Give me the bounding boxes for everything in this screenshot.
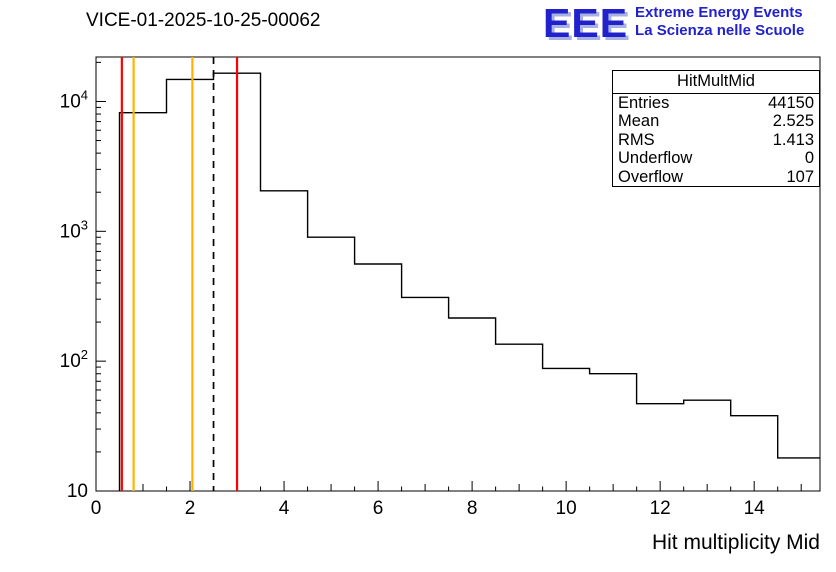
stats-row-overflow: Overflow 107 xyxy=(613,168,819,186)
stats-title: HitMultMid xyxy=(613,71,819,94)
stats-label: Mean xyxy=(618,112,660,131)
eee-logo-text: Extreme Energy Events La Scienza nelle S… xyxy=(635,4,804,40)
y-tick-label: 102 xyxy=(60,347,88,372)
page-title: VICE-01-2025-10-25-00062 xyxy=(86,10,321,31)
x-tick-label: 14 xyxy=(744,498,766,519)
x-tick-label: 0 xyxy=(91,498,102,519)
x-tick-label: 2 xyxy=(185,498,196,519)
stats-value: 107 xyxy=(786,167,814,186)
x-tick-label: 12 xyxy=(650,498,671,519)
y-tick-label: 10 xyxy=(67,481,88,502)
stats-row-rms: RMS 1.413 xyxy=(613,131,819,149)
x-tick-label: 6 xyxy=(373,498,384,519)
logo-line-1: Extreme Energy Events xyxy=(635,4,803,21)
eee-logo-acronym: EEE xyxy=(543,0,629,46)
stats-value: 0 xyxy=(804,149,814,168)
stats-box: HitMultMid Entries 44150 Mean 2.525 RMS … xyxy=(612,70,820,188)
x-tick-label: 4 xyxy=(279,498,290,519)
x-tick-label: 8 xyxy=(467,498,478,519)
y-tick-label: 104 xyxy=(60,87,88,112)
plot-frame xyxy=(95,56,821,492)
stats-label: Underflow xyxy=(618,149,693,168)
stats-label: RMS xyxy=(618,130,655,149)
y-tick-label: 103 xyxy=(60,217,88,242)
stats-row-entries: Entries 44150 xyxy=(613,94,819,112)
stats-row-underflow: Underflow 0 xyxy=(613,149,819,167)
stats-row-mean: Mean 2.525 xyxy=(613,112,819,130)
x-axis-title: Hit multiplicity Mid xyxy=(651,531,820,554)
x-tick-label: 10 xyxy=(556,498,577,519)
stats-value: 2.525 xyxy=(772,112,814,131)
stats-label: Overflow xyxy=(618,167,684,186)
stats-value: 1.413 xyxy=(772,130,814,149)
eee-logo: EEE Extreme Energy Events La Scienza nel… xyxy=(543,0,804,46)
logo-line-2: La Scienza nelle Scuole xyxy=(635,22,805,39)
stats-value: 44150 xyxy=(768,94,814,112)
stats-label: Entries xyxy=(618,94,670,112)
